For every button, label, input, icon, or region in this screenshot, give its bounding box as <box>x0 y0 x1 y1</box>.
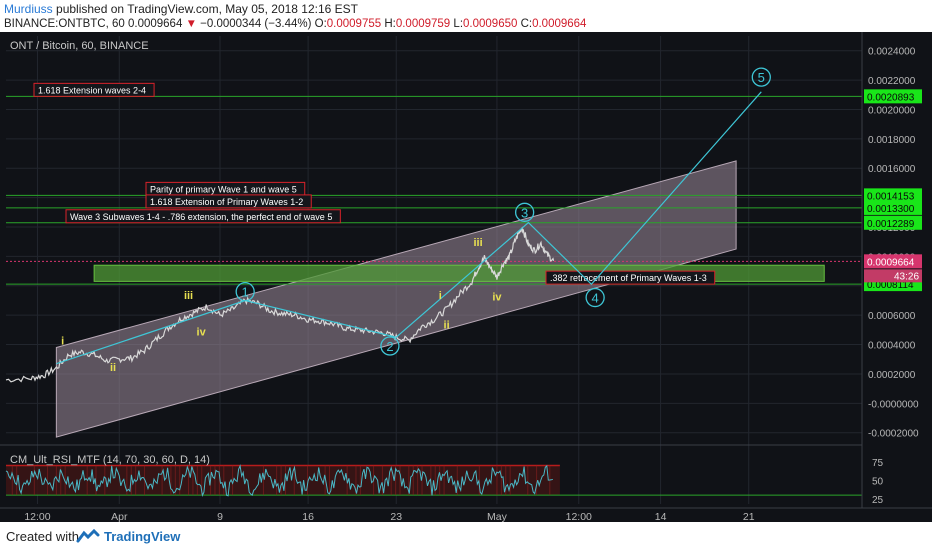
close-label: C: <box>520 18 533 30</box>
price-tick-label: 0.0022000 <box>868 76 916 87</box>
level-label-box <box>65 209 341 224</box>
publish-line: Murdiuss published on TradingView.com, M… <box>4 2 358 16</box>
price-axis[interactable]: 0.0024000 0.0022000 0.0020000 0.0018000 0.00… <box>861 32 932 522</box>
open-value: 0.0009755 <box>326 18 382 30</box>
time-tick-label: Apr <box>111 511 128 522</box>
countdown-axis-text: 43:26 <box>894 271 919 282</box>
circled-wave-label: 1 <box>242 285 249 300</box>
rsi-tick-label: 75 <box>872 458 884 469</box>
circled-wave-marker <box>585 287 605 308</box>
chart-canvas[interactable]: 1.618 Extension waves 2-4 0.0020893 Parity… <box>0 32 932 522</box>
footer: Created with TradingView <box>0 522 932 550</box>
wave-line <box>56 91 762 365</box>
rsi-pane: 75 50 25 <box>5 445 932 506</box>
rsi-line <box>5 464 553 497</box>
level-axis-tag <box>864 188 922 203</box>
circled-wave-marker <box>514 202 535 222</box>
wave-label: i <box>61 336 64 348</box>
time-tick-label: May <box>487 511 508 522</box>
down-arrow-icon: ▼ <box>185 18 197 30</box>
published-text: published on TradingView.com, May 05, 20… <box>56 2 358 16</box>
level-label: Wave 3 Subwaves 1-4 - .786 extension, th… <box>70 212 332 222</box>
close-value: 0.0009664 <box>532 18 587 30</box>
low-value: 0.0009650 <box>463 18 518 30</box>
chart-header: Murdiuss published on TradingView.com, M… <box>0 0 932 32</box>
level-axis-tag <box>864 89 922 104</box>
level-label: 1.618 Extension waves 2-4 <box>38 85 146 95</box>
rsi-title: CM_Ult_RSI_MTF (14, 70, 30, 60, D, 14) <box>10 454 210 466</box>
level-axis-tag-text: 0.0014153 <box>867 191 915 202</box>
circled-wave-marker <box>751 67 771 87</box>
circled-wave-label: 5 <box>758 70 765 85</box>
level-label-box <box>33 82 155 97</box>
level-axis-tag-text: 0.0008114 <box>867 280 914 291</box>
last-price: 0.0009664 <box>127 18 183 30</box>
created-with-text: Created with <box>6 529 79 544</box>
wave-label: iv <box>197 327 207 339</box>
wave-label: ii <box>110 362 116 374</box>
current-axis-tag <box>864 254 922 269</box>
low-label: L: <box>453 18 464 30</box>
time-tick-label: 14 <box>655 511 667 522</box>
time-tick-label: 12:00 <box>24 511 50 522</box>
elliott-wave-path <box>56 91 762 365</box>
price-tick-label: 0.0002000 <box>868 370 916 381</box>
circled-wave-label: 2 <box>386 339 393 354</box>
circled-wave-label: 3 <box>521 205 528 220</box>
wave-label: iv <box>492 291 502 303</box>
author-link[interactable]: Murdiuss <box>4 2 53 16</box>
price-tick-label: 0.0018000 <box>868 135 916 146</box>
price-tick-label: -0.0002000 <box>868 429 919 440</box>
rsi-band-fill <box>6 465 560 496</box>
time-tick-label: 16 <box>302 511 314 522</box>
tradingview-brand[interactable]: TradingView <box>104 529 181 544</box>
time-tick-label: 23 <box>390 511 402 522</box>
price-tick-label: 0.0016000 <box>868 164 916 175</box>
level-label-box <box>145 194 312 209</box>
open-label: O: <box>314 18 327 30</box>
time-tick-label: 9 <box>217 511 223 522</box>
circled-wave-marker <box>380 336 400 356</box>
chart-title: ONT / Bitcoin, 60, BINANCE <box>10 40 149 52</box>
level-label: Parity of primary Wave 1 and wave 5 <box>150 184 297 194</box>
wave-label: iii <box>473 237 482 249</box>
circled-wave-marker <box>235 282 255 302</box>
current-axis-tag-text: 0.0009664 <box>867 257 915 268</box>
price-tick-label: 0.0006000 <box>868 311 916 322</box>
countdown-axis-tag <box>864 269 922 283</box>
rsi-tick-label: 25 <box>872 495 884 506</box>
level-axis-tag-text: 0.0020893 <box>867 92 915 103</box>
level-axis-tag <box>864 200 922 215</box>
rsi-tick-label: 50 <box>872 476 884 487</box>
price-tick-label: 0.0004000 <box>868 341 916 352</box>
wave-label: i <box>439 290 442 302</box>
level-axis-tag-text: 0.0013300 <box>867 204 915 215</box>
symbol-text: BINANCE:ONTBTC, 60 <box>4 18 125 30</box>
high-value: 0.0009759 <box>395 18 451 30</box>
wave-label: ii <box>444 319 450 331</box>
ohlc-line: BINANCE:ONTBTC, 60 0.0009664 ▼ −0.000034… <box>4 17 586 31</box>
price-tick-label: 0.0020000 <box>868 105 916 116</box>
price-tick-label: -0.0000000 <box>868 399 919 410</box>
level-axis-tag-text: 0.0012289 <box>867 219 915 230</box>
rsi-axis-bg <box>862 445 932 506</box>
circled-wave-label: 4 <box>592 291 599 306</box>
time-tick-label: 21 <box>743 511 755 522</box>
level-axis-tag <box>864 215 922 230</box>
tradingview-logo-icon <box>76 528 100 543</box>
price-line <box>5 226 555 383</box>
wave-label: iii <box>184 290 193 302</box>
price-change: −0.0000344 (−3.44%) <box>200 18 312 30</box>
price-series <box>5 226 555 383</box>
time-tick-label: 12:00 <box>566 511 592 522</box>
price-tick-label: 0.0024000 <box>868 47 916 58</box>
time-axis[interactable]: 12:00 Apr 9 16 23 May 12:00 14 21 <box>0 507 932 522</box>
level-label: 1.618 Extension of Primary Waves 1-2 <box>150 197 303 207</box>
level-label: .382 retracement of Primary Waves 1-3 <box>550 273 707 283</box>
high-label: H: <box>384 18 396 30</box>
